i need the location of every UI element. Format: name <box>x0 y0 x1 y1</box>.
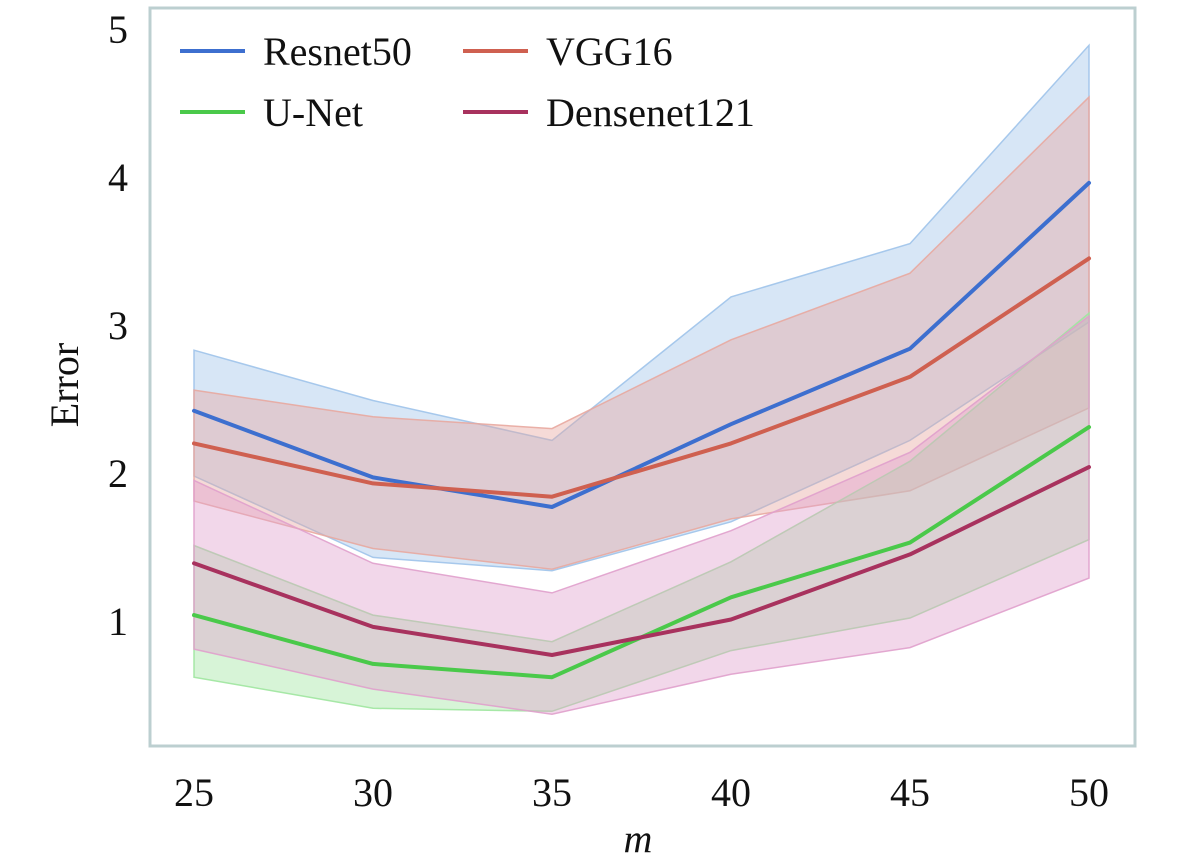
legend-label-resnet50: Resnet50 <box>263 29 412 74</box>
y-axis-label: Error <box>42 343 87 427</box>
x-axis-ticks: 25 30 35 40 45 50 <box>174 770 1109 815</box>
legend: Resnet50 VGG16 U-Net Densenet121 <box>180 29 755 135</box>
y-axis-ticks: 1 2 3 4 5 <box>108 7 128 644</box>
x-tick-label: 35 <box>532 770 572 815</box>
x-axis-label: m <box>624 816 653 861</box>
line-densenet121 <box>192 465 1091 657</box>
x-tick-label: 45 <box>890 770 930 815</box>
series-lines <box>192 180 1091 680</box>
y-tick-label: 4 <box>108 155 128 200</box>
x-tick-label: 50 <box>1069 770 1109 815</box>
y-tick-label: 2 <box>108 451 128 496</box>
line-vgg16 <box>192 256 1091 499</box>
line-resnet50 <box>192 180 1091 509</box>
legend-label-vgg16: VGG16 <box>546 29 673 74</box>
band-densenet121 <box>193 314 1090 715</box>
plot-frame <box>148 6 1137 748</box>
legend-label-densenet121: Densenet121 <box>546 90 755 135</box>
x-tick-label: 25 <box>174 770 214 815</box>
x-tick-label: 30 <box>353 770 393 815</box>
y-tick-label: 5 <box>108 7 128 52</box>
legend-label-u-net: U-Net <box>263 90 363 135</box>
confidence-bands <box>193 43 1090 715</box>
y-tick-label: 3 <box>108 303 128 348</box>
x-tick-label: 40 <box>711 770 751 815</box>
y-tick-label: 1 <box>108 599 128 644</box>
